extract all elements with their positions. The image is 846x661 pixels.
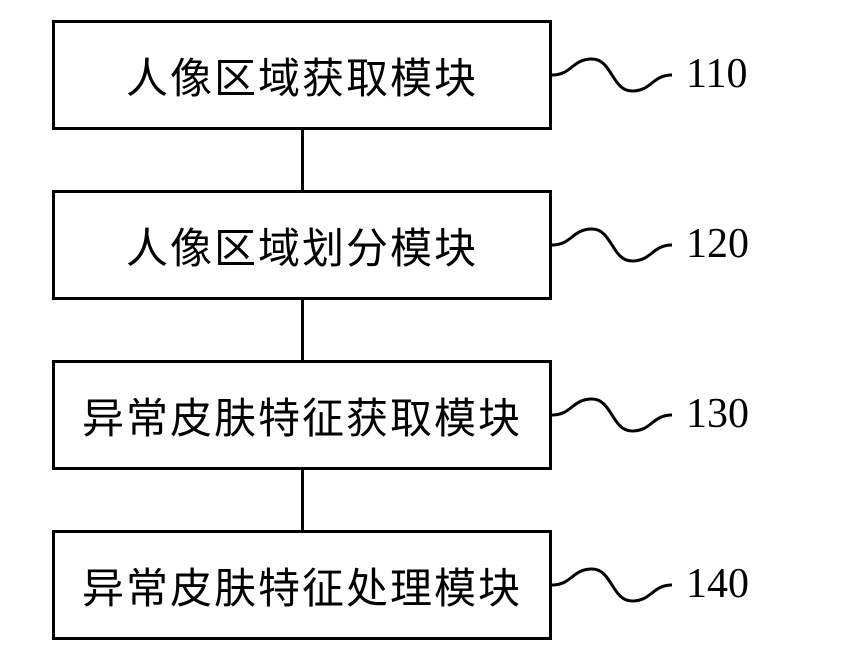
squiggle-connector — [552, 393, 672, 437]
flow-node-label: 人像区域获取模块 — [126, 45, 478, 106]
flow-node-ref: 110 — [686, 50, 747, 98]
flow-node-n4: 异常皮肤特征处理模块 — [52, 530, 552, 640]
squiggle-connector — [552, 53, 672, 97]
flow-node-n3: 异常皮肤特征获取模块 — [52, 360, 552, 470]
flow-node-n1: 人像区域获取模块 — [52, 20, 552, 130]
diagram-canvas: 人像区域获取模块 110 人像区域划分模块 120 异常皮肤特征获取模块 130 异常皮肤特… — [0, 0, 846, 661]
squiggle-connector — [552, 223, 672, 267]
flow-node-label: 异常皮肤特征处理模块 — [82, 555, 522, 616]
flow-node-n2: 人像区域划分模块 — [52, 190, 552, 300]
flow-node-ref: 130 — [686, 390, 749, 438]
flow-node-ref: 120 — [686, 220, 749, 268]
flow-node-label: 人像区域划分模块 — [126, 215, 478, 276]
squiggle-connector — [552, 563, 672, 607]
flow-node-ref: 140 — [686, 560, 749, 608]
flow-edge — [301, 470, 304, 530]
flow-edge — [301, 300, 304, 360]
flow-edge — [301, 130, 304, 190]
flow-node-label: 异常皮肤特征获取模块 — [82, 385, 522, 446]
